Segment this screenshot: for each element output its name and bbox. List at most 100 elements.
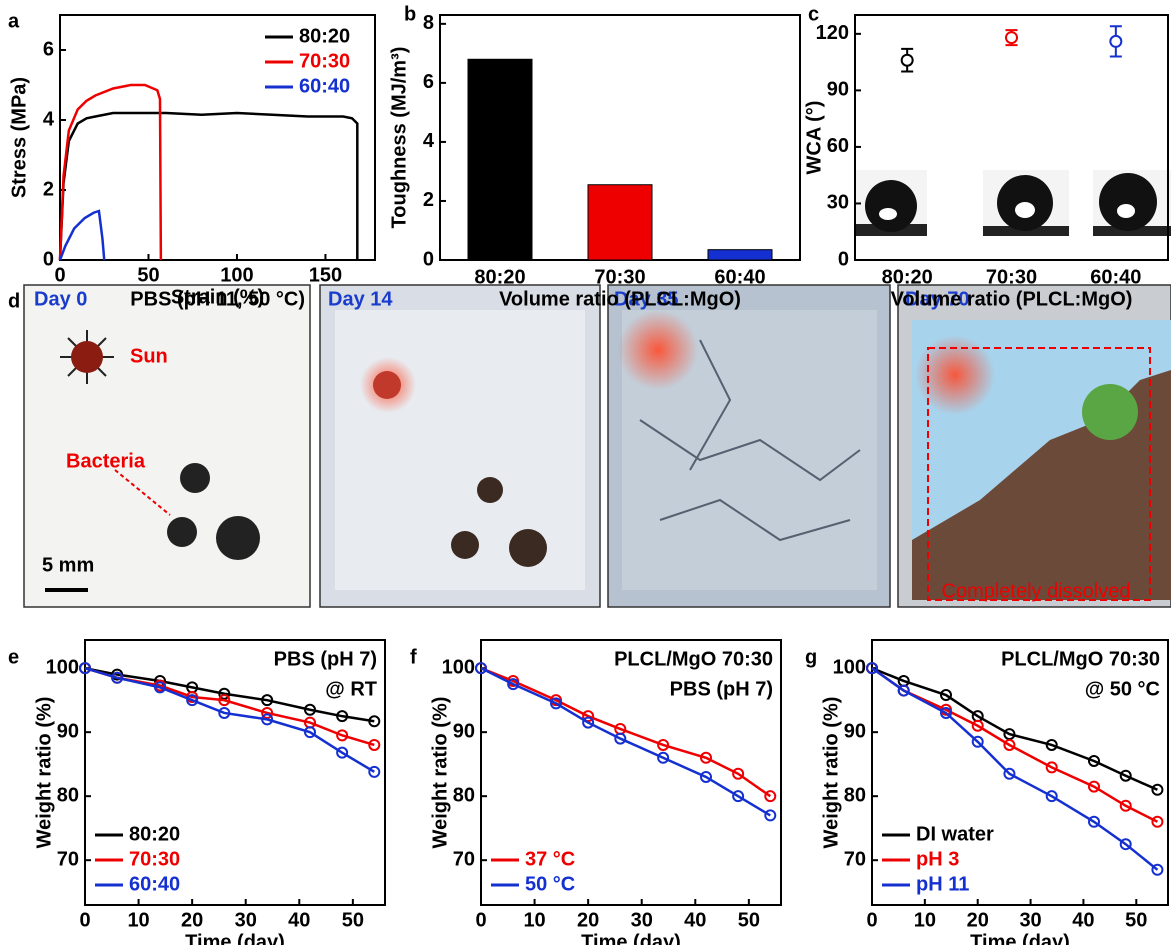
data-point: [261, 713, 274, 726]
x-tick-label: 20: [967, 909, 989, 931]
bar: [707, 249, 773, 261]
x-tick-label: 50: [137, 264, 159, 286]
scale-bar-label: 5 mm: [42, 554, 94, 576]
x-tick-label: 70:30: [594, 266, 645, 288]
condition-label: PBS (pH 11, 50 °C): [130, 288, 305, 310]
x-axis-label: Time (day): [581, 931, 681, 945]
plot-frame: [871, 639, 1169, 906]
y-tick-label: 70: [844, 848, 866, 870]
y-axis-label: WCA (°): [803, 101, 825, 175]
data-point: [1005, 31, 1018, 45]
data-point: [368, 738, 381, 751]
data-point: [218, 687, 231, 700]
data-point: [1045, 790, 1058, 803]
sun-label: Sun: [130, 345, 168, 367]
x-tick-label: 10: [523, 909, 545, 931]
panel-label: a: [8, 10, 20, 32]
legend-label: pH 3: [916, 848, 959, 870]
day-label: Day 35: [614, 288, 679, 310]
y-axis-label: Weight ratio (%): [820, 697, 842, 849]
legend-label: 80:20: [299, 25, 350, 47]
data-point: [1045, 761, 1058, 774]
data-point: [1151, 863, 1164, 876]
data-point: [900, 53, 914, 67]
data-point: [79, 662, 91, 675]
data-point: [1119, 838, 1132, 851]
data-point: [550, 697, 562, 710]
plot-frame: [480, 639, 782, 906]
fit-line: [84, 666, 375, 723]
data-point: [1109, 34, 1123, 48]
y-axis-label: Toughness (MJ/m³): [388, 47, 410, 229]
data-point: [336, 710, 349, 723]
data-line: [58, 209, 106, 261]
y-tick-label: 30: [827, 192, 849, 214]
plot-frame: [59, 14, 376, 261]
data-point: [475, 662, 487, 675]
x-tick-label: 50: [1125, 909, 1147, 931]
data-point: [732, 790, 745, 803]
data-point: [1151, 783, 1164, 796]
y-tick-label: 2: [423, 189, 434, 211]
x-tick-label: 0: [475, 909, 486, 931]
y-tick-label: 90: [827, 79, 849, 101]
annotation: PBS (pH 7): [274, 648, 377, 670]
x-tick-label: 0: [54, 264, 65, 286]
x-tick-label: 40: [288, 909, 310, 931]
note-label: Completely dissolved: [942, 580, 1131, 602]
y-tick-label: 4: [423, 130, 435, 152]
data-point: [582, 716, 595, 729]
bar: [467, 58, 533, 261]
data-point: [154, 681, 166, 694]
data-point: [1003, 767, 1016, 780]
data-point: [866, 662, 878, 675]
fit-line: [480, 667, 771, 817]
y-tick-label: 8: [423, 12, 434, 34]
y-tick-label: 100: [46, 656, 79, 678]
data-point: [336, 746, 349, 759]
x-tick-label: 20: [181, 909, 203, 931]
data-point: [657, 738, 670, 751]
bacteria-label: Bacteria: [66, 450, 146, 472]
data-point: [261, 694, 274, 707]
legend-label: 70:30: [129, 848, 180, 870]
x-tick-label: 80:20: [882, 266, 933, 288]
x-tick-label: 60:40: [714, 266, 765, 288]
y-tick-label: 120: [816, 22, 849, 44]
y-tick-label: 70: [453, 848, 475, 870]
legend-label: 37 °C: [525, 848, 575, 870]
data-point: [1151, 815, 1164, 828]
x-tick-label: 80:20: [474, 266, 525, 288]
legend-label: 60:40: [299, 75, 350, 97]
legend-label: DI water: [916, 823, 994, 845]
panel-label: f: [410, 646, 417, 668]
x-tick-label: 10: [127, 909, 149, 931]
x-axis-label: Volume ratio (PLCL:MgO): [891, 288, 1133, 310]
y-tick-label: 80: [844, 784, 866, 806]
y-tick-label: 80: [57, 784, 79, 806]
y-axis-label: Weight ratio (%): [33, 697, 55, 849]
data-point: [700, 751, 712, 764]
data-point: [614, 732, 627, 745]
annotation: PBS (pH 7): [670, 678, 773, 700]
data-point: [764, 809, 777, 822]
y-tick-label: 70: [57, 848, 79, 870]
data-line: [58, 83, 163, 261]
day-label: Day 0: [34, 288, 87, 310]
y-tick-label: 6: [423, 71, 434, 93]
x-tick-label: 10: [914, 909, 936, 931]
data-point: [971, 719, 984, 732]
fit-line: [84, 666, 375, 773]
data-point: [304, 703, 316, 716]
droplet-insets: [855, 170, 1171, 236]
data-point: [897, 684, 910, 697]
x-axis-label: Volume ratio (PLCL:MgO): [499, 288, 741, 310]
x-tick-label: 40: [684, 909, 706, 931]
legend-label: pH 11: [916, 873, 969, 895]
x-tick-label: 100: [220, 264, 253, 286]
x-axis-label: Time (day): [970, 931, 1070, 945]
annotation: PLCL/MgO 70:30: [614, 648, 773, 670]
data-point: [1003, 738, 1016, 751]
x-tick-label: 30: [631, 909, 653, 931]
data-point: [1088, 815, 1100, 828]
